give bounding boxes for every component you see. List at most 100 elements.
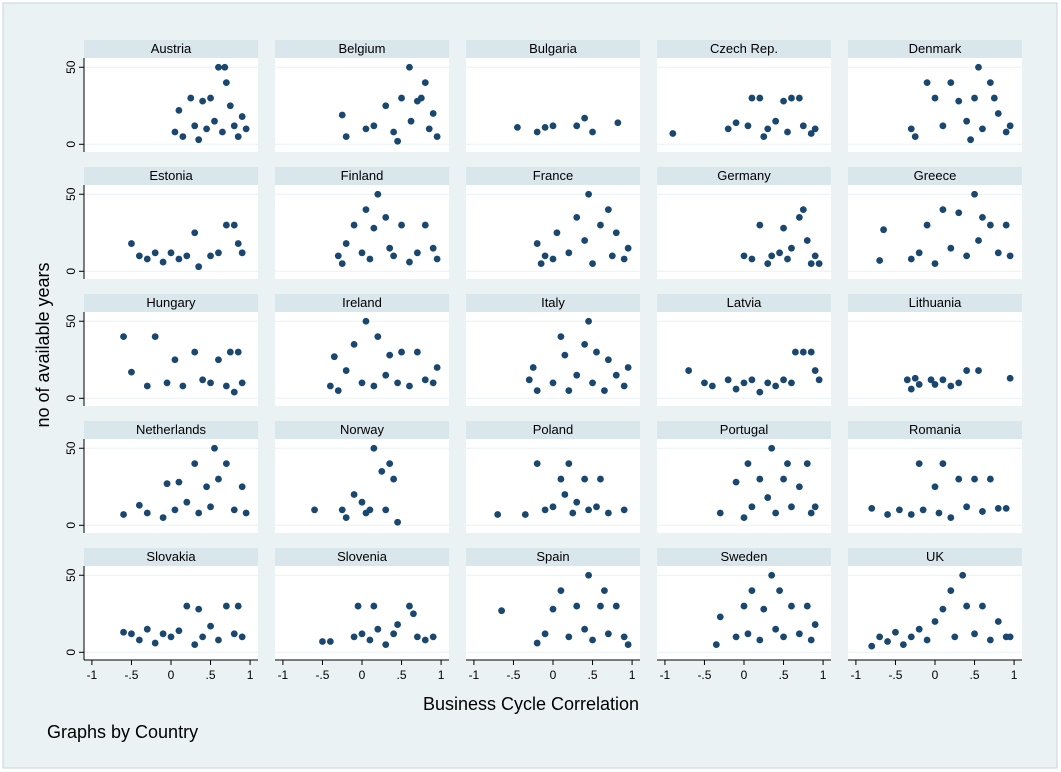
point <box>772 509 780 517</box>
point <box>939 376 947 384</box>
point <box>601 387 608 394</box>
point <box>565 249 573 257</box>
point <box>191 229 199 237</box>
point <box>811 125 819 133</box>
panel-strip <box>84 421 258 439</box>
point <box>573 602 581 610</box>
point <box>756 221 764 229</box>
point <box>394 137 401 145</box>
x-tick-label: -.5 <box>315 668 329 682</box>
panel-title: Greece <box>914 168 957 183</box>
point <box>219 128 226 136</box>
panel-title: Estonia <box>149 168 193 183</box>
point <box>183 498 191 506</box>
point <box>740 514 748 521</box>
point <box>880 226 887 234</box>
y-tick-label: 0 <box>64 649 78 656</box>
note: Graphs by Country <box>47 722 198 742</box>
panel-strip <box>657 167 831 185</box>
point <box>406 382 413 390</box>
point <box>230 506 238 514</box>
point <box>1006 122 1014 130</box>
x-tick-label: .5 <box>206 668 216 682</box>
point <box>1006 633 1014 641</box>
point <box>967 136 974 144</box>
point <box>171 356 179 364</box>
point <box>585 506 592 514</box>
point <box>179 382 187 390</box>
point <box>1002 504 1010 512</box>
point <box>366 636 374 644</box>
panel-title: Poland <box>533 422 573 437</box>
point <box>207 503 214 511</box>
point <box>425 125 433 133</box>
x-tick-label: .5 <box>970 668 980 682</box>
point <box>975 367 982 374</box>
point <box>589 128 596 136</box>
point <box>553 229 561 237</box>
point <box>135 636 143 644</box>
panel-strip <box>466 167 640 185</box>
point <box>919 506 927 514</box>
point <box>238 483 246 491</box>
point <box>191 460 199 468</box>
point <box>203 125 210 133</box>
point <box>931 381 939 388</box>
point <box>803 237 811 244</box>
point <box>175 627 183 635</box>
point <box>159 630 167 638</box>
point <box>740 602 748 610</box>
panel-plot <box>275 439 449 533</box>
point <box>756 94 764 102</box>
point <box>581 475 589 483</box>
point <box>788 94 795 102</box>
point <box>199 97 207 105</box>
y-axis-label: no of available years <box>33 262 53 427</box>
point <box>990 94 998 102</box>
point <box>979 602 986 610</box>
point <box>183 602 191 610</box>
panel-strip <box>84 167 258 185</box>
point <box>947 79 955 87</box>
point <box>541 506 549 514</box>
point <box>234 240 242 247</box>
panel-title: Czech Rep. <box>710 41 778 56</box>
panel-title: Ireland <box>342 295 382 310</box>
point <box>756 388 764 396</box>
point <box>406 258 413 266</box>
point <box>876 257 884 264</box>
point <box>533 128 541 136</box>
panel-title: Denmark <box>909 41 962 56</box>
panel-title: Romania <box>909 422 962 437</box>
point <box>986 79 994 87</box>
panel-title: Germany <box>717 168 771 183</box>
point <box>585 190 592 198</box>
point <box>744 630 752 638</box>
point <box>238 379 246 387</box>
point <box>561 351 569 359</box>
point <box>421 221 429 229</box>
point <box>390 128 398 136</box>
point <box>792 348 799 356</box>
point <box>521 511 529 518</box>
point <box>429 379 437 387</box>
point <box>230 630 238 638</box>
point <box>215 356 222 364</box>
point <box>238 113 246 120</box>
point <box>143 382 151 390</box>
point <box>963 367 971 374</box>
point <box>565 460 573 468</box>
point <box>191 641 199 648</box>
point <box>915 249 923 257</box>
point <box>350 491 358 498</box>
point <box>326 638 334 645</box>
point <box>939 460 947 468</box>
panel-strip <box>466 421 640 439</box>
panel-title: Italy <box>541 295 565 310</box>
point <box>931 618 939 625</box>
panel-strip <box>848 167 1022 185</box>
x-tick-label: -.5 <box>506 668 520 682</box>
x-tick-label: 0 <box>359 668 366 682</box>
point <box>772 625 780 633</box>
point <box>358 498 366 506</box>
